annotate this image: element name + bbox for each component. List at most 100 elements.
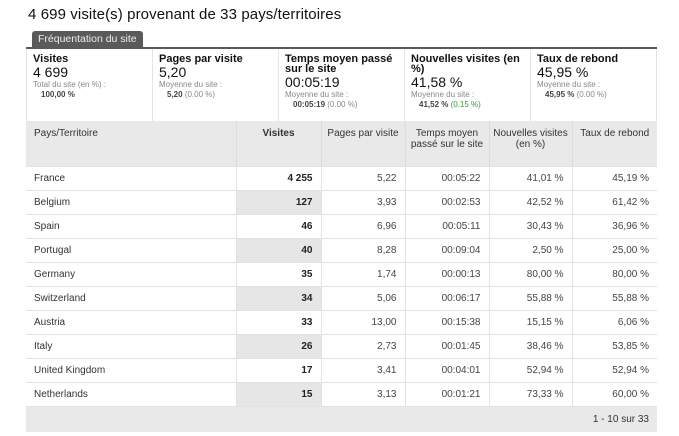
cell-avg-time: 00:06:17 xyxy=(404,285,489,310)
tab-underline xyxy=(26,47,657,49)
header-bounce-rate[interactable]: Taux de rebond xyxy=(571,121,657,166)
cell-avg-time: 00:02:53 xyxy=(404,189,489,214)
cell-new-visits: 2,50 % xyxy=(488,237,572,262)
cell-pages-per-visit: 2,73 xyxy=(320,333,405,358)
cell-visits: 34 xyxy=(235,285,321,310)
cell-pages-per-visit: 5,22 xyxy=(320,165,405,190)
pagination-text: 1 - 10 sur 33 xyxy=(26,405,657,432)
header-visits[interactable]: Visites xyxy=(235,121,321,166)
cell-bounce-rate: 25,00 % xyxy=(571,237,657,262)
metric-value: 5,20 xyxy=(159,64,187,80)
header-pages-per-visit[interactable]: Pages par visite xyxy=(320,121,405,166)
pagination-row: 1 - 10 sur 33 xyxy=(26,405,657,432)
cell-bounce-rate: 61,42 % xyxy=(571,189,657,214)
cell-bounce-rate: 55,88 % xyxy=(571,285,657,310)
cell-avg-time: 00:01:45 xyxy=(404,333,489,358)
header-country[interactable]: Pays/Territoire xyxy=(26,121,236,166)
table-row: Germany 35 1,74 00:00:13 80,00 % 80,00 % xyxy=(26,261,657,286)
cell-pages-per-visit: 13,00 xyxy=(320,309,405,334)
cell-visits: 127 xyxy=(235,189,321,214)
cell-pages-per-visit: 8,28 xyxy=(320,237,405,262)
cell-bounce-rate: 36,96 % xyxy=(571,213,657,238)
cell-visits: 35 xyxy=(235,261,321,286)
table-row: Spain 46 6,96 00:05:11 30,43 % 36,96 % xyxy=(26,213,657,238)
cell-country[interactable]: Switzerland xyxy=(26,285,236,310)
metric-label: Pages par visite xyxy=(159,53,243,65)
summary-metrics: Visites 4 699 Total du site (en %) : 100… xyxy=(26,49,657,121)
cell-bounce-rate: 80,00 % xyxy=(571,261,657,286)
cell-bounce-rate: 45,19 % xyxy=(571,165,657,190)
table-row: Austria 33 13,00 00:15:38 15,15 % 6,06 % xyxy=(26,309,657,334)
cell-new-visits: 73,33 % xyxy=(488,381,572,406)
cell-new-visits: 52,94 % xyxy=(488,357,572,382)
metric-label: Nouvelles visites (en %) xyxy=(411,53,520,75)
cell-bounce-rate: 60,00 % xyxy=(571,381,657,406)
cell-visits: 33 xyxy=(235,309,321,334)
cell-new-visits: 42,52 % xyxy=(488,189,572,214)
cell-visits: 46 xyxy=(235,213,321,238)
metric-label: Visites xyxy=(33,53,69,65)
cell-avg-time: 00:01:21 xyxy=(404,381,489,406)
cell-bounce-rate: 53,85 % xyxy=(571,333,657,358)
cell-visits: 17 xyxy=(235,357,321,382)
table-row: France 4 255 5,22 00:05:22 41,01 % 45,19 % xyxy=(26,165,657,190)
metric-bounce-rate: Taux de rebond 45,95 % Moyenne du site :… xyxy=(531,49,656,121)
cell-pages-per-visit: 3,93 xyxy=(320,189,405,214)
cell-country[interactable]: Italy xyxy=(26,333,236,358)
cell-pages-per-visit: 3,13 xyxy=(320,381,405,406)
table-row: Portugal 40 8,28 00:09:04 2,50 % 25,00 % xyxy=(26,237,657,262)
table-row: Belgium 127 3,93 00:02:53 42,52 % 61,42 % xyxy=(26,189,657,214)
cell-bounce-rate: 6,06 % xyxy=(571,309,657,334)
cell-visits: 15 xyxy=(235,381,321,406)
cell-country[interactable]: Netherlands xyxy=(26,381,236,406)
metric-sub-label: Total du site (en %) : xyxy=(33,80,106,89)
cell-avg-time: 00:05:11 xyxy=(404,213,489,238)
cell-visits: 26 xyxy=(235,333,321,358)
metric-sub-label: Moyenne du site : xyxy=(285,90,349,99)
cell-new-visits: 55,88 % xyxy=(488,285,572,310)
header-avg-time[interactable]: Temps moyen passé sur le site xyxy=(404,121,489,166)
cell-country[interactable]: United Kingdom xyxy=(26,357,236,382)
table-row: Italy 26 2,73 00:01:45 38,46 % 53,85 % xyxy=(26,333,657,358)
metric-site-value: 41,52 % (0.15 %) xyxy=(419,100,481,109)
metric-label: Temps moyen passé sur le site xyxy=(285,53,393,75)
cell-country[interactable]: Spain xyxy=(26,213,236,238)
cell-country[interactable]: Austria xyxy=(26,309,236,334)
metric-sub-label: Moyenne du site : xyxy=(159,80,223,89)
metric-value: 45,95 % xyxy=(537,64,589,80)
metric-value: 41,58 % xyxy=(411,74,463,90)
table-header-row: Pays/Territoire Visites Pages par visite… xyxy=(26,121,657,166)
cell-pages-per-visit: 3,41 xyxy=(320,357,405,382)
tab-site-usage[interactable]: Fréquentation du site xyxy=(32,31,143,48)
cell-visits: 40 xyxy=(235,237,321,262)
cell-country[interactable]: Germany xyxy=(26,261,236,286)
cell-new-visits: 15,15 % xyxy=(488,309,572,334)
metric-site-value: 5,20 (0.00 %) xyxy=(167,90,216,99)
cell-pages-per-visit: 1,74 xyxy=(320,261,405,286)
metric-site-value: 00:05:19 (0.00 %) xyxy=(293,100,358,109)
cell-country[interactable]: France xyxy=(26,165,236,190)
cell-new-visits: 30,43 % xyxy=(488,213,572,238)
metric-value: 4 699 xyxy=(33,64,69,80)
header-new-visits[interactable]: Nouvelles visites (en %) xyxy=(488,121,572,166)
country-table: Pays/Territoire Visites Pages par visite… xyxy=(26,121,657,432)
cell-avg-time: 00:05:22 xyxy=(404,165,489,190)
metric-sub-label: Moyenne du site : xyxy=(537,80,601,89)
cell-avg-time: 00:00:13 xyxy=(404,261,489,286)
cell-avg-time: 00:04:01 xyxy=(404,357,489,382)
metric-avg-time: Temps moyen passé sur le site 00:05:19 M… xyxy=(279,49,405,121)
cell-avg-time: 00:15:38 xyxy=(404,309,489,334)
cell-country[interactable]: Portugal xyxy=(26,237,236,262)
table-row: Netherlands 15 3,13 00:01:21 73,33 % 60,00 % xyxy=(26,381,657,406)
metric-visits: Visites 4 699 Total du site (en %) : 100… xyxy=(27,49,153,121)
cell-pages-per-visit: 5,06 xyxy=(320,285,405,310)
metric-site-value: 100,00 % xyxy=(41,90,75,99)
cell-bounce-rate: 52,94 % xyxy=(571,357,657,382)
metric-new-visits: Nouvelles visites (en %) 41,58 % Moyenne… xyxy=(405,49,531,121)
cell-new-visits: 38,46 % xyxy=(488,333,572,358)
cell-pages-per-visit: 6,96 xyxy=(320,213,405,238)
page-title: 4 699 visite(s) provenant de 33 pays/ter… xyxy=(28,6,342,23)
metric-pages-per-visit: Pages par visite 5,20 Moyenne du site : … xyxy=(153,49,279,121)
cell-country[interactable]: Belgium xyxy=(26,189,236,214)
table-row: United Kingdom 17 3,41 00:04:01 52,94 % 52,94… xyxy=(26,357,657,382)
